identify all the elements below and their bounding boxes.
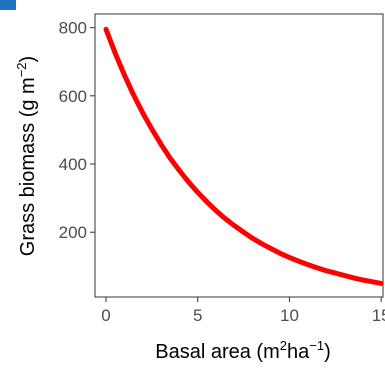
series-line [103,26,384,286]
plot-panel-border [94,13,384,298]
y-tick-label: 400 [59,155,87,174]
x-tick-label: 10 [280,306,299,325]
series-layer [103,26,384,286]
y-axis-title: Grass biomass (g m−2) [14,56,39,256]
corner-accent-mark [0,0,16,10]
x-tick-label: 5 [193,306,202,325]
y-tick-label: 200 [59,223,87,242]
y-tick-label: 800 [59,19,87,38]
y-axis: 200 400 600 800 [59,19,95,242]
x-tick-label: 0 [101,306,110,325]
x-tick-label: 15 [372,306,385,325]
x-axis: 0 5 10 15 [101,297,385,325]
x-axis-title: Basal area (m2ha−1) [155,338,330,363]
y-tick-label: 600 [59,87,87,106]
